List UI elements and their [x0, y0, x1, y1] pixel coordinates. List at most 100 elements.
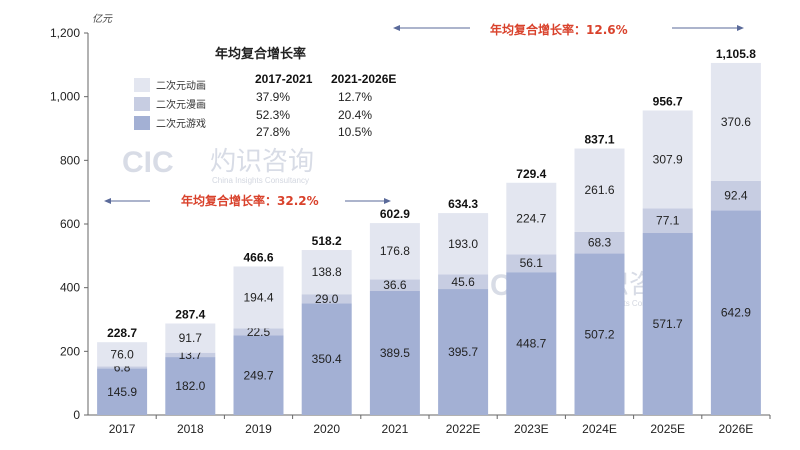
- arrow-right-icon: [737, 25, 744, 31]
- legend-swatch-anime: [134, 78, 150, 92]
- arrow-left-icon: [393, 25, 400, 31]
- legend-col-header: 2021-2026E: [331, 72, 396, 86]
- data-label: 91.7: [179, 331, 203, 345]
- total-label: 634.3: [448, 197, 478, 211]
- legend-swatch-games: [134, 116, 150, 130]
- bar-segment: [574, 253, 625, 415]
- bar-segment: [506, 272, 557, 415]
- data-label: 68.3: [588, 236, 612, 250]
- total-label: 956.7: [653, 94, 683, 108]
- cagr-annotation-2021-2026: 年均复合增长率：12.6%: [393, 22, 744, 37]
- data-label: 56.1: [520, 256, 544, 270]
- legend-label-comics: 二次元漫画: [156, 98, 206, 111]
- data-label: 22.5: [247, 325, 271, 339]
- bar-segment: [642, 110, 693, 209]
- bar-segment: [233, 335, 284, 415]
- legend-value: 52.3%: [256, 108, 290, 122]
- data-label: 29.0: [315, 292, 339, 306]
- data-label: 36.6: [383, 278, 407, 292]
- y-tick-label: 200: [60, 344, 80, 358]
- y-tick-label: 800: [60, 153, 80, 167]
- bar-segment: [574, 148, 625, 232]
- total-label: 287.4: [175, 308, 205, 322]
- bar-segment: [165, 352, 216, 358]
- x-tick-label: 2026E: [719, 422, 754, 436]
- legend-value: 27.8%: [256, 125, 290, 139]
- data-label: 193.0: [448, 237, 478, 251]
- x-tick-label: 2020: [313, 422, 340, 436]
- legend-label-games: 二次元游戏: [156, 117, 206, 130]
- watermark-sub: China Insights Consultancy: [212, 176, 309, 185]
- legend-value: 10.5%: [338, 125, 372, 139]
- bar-segment: [369, 279, 420, 292]
- data-label: 76.0: [110, 347, 134, 361]
- data-label: 92.4: [724, 189, 748, 203]
- total-label: 466.6: [243, 250, 273, 264]
- bar-segment: [233, 328, 284, 336]
- bar-segment: [165, 357, 216, 415]
- x-tick-label: 2022E: [446, 422, 481, 436]
- legend-title: 年均复合增长率: [215, 46, 306, 62]
- x-tick-label: 2024E: [582, 422, 617, 436]
- x-tick-label: 2021: [382, 422, 409, 436]
- total-label: 518.2: [312, 234, 342, 248]
- y-axis-unit: 亿元: [92, 13, 113, 25]
- bar-segment: [506, 182, 557, 255]
- cagr-label: 年均复合增长率：12.6%: [490, 22, 628, 37]
- total-label: 602.9: [380, 207, 410, 221]
- cagr-annotation-2017-2021: 年均复合增长率：32.2%: [104, 193, 391, 208]
- x-axis-ticks: 2017 2018 2019 2020 2021 2022E 2023E 2024E 2025E…: [109, 415, 771, 436]
- legend-value: 12.7%: [338, 90, 372, 104]
- bar-segment: [97, 366, 148, 369]
- data-label: 138.8: [312, 265, 342, 279]
- data-label: 571.7: [653, 317, 683, 331]
- legend-label-anime: 二次元动画: [156, 79, 206, 92]
- total-label: 837.1: [584, 133, 614, 147]
- data-label: 182.0: [175, 379, 205, 393]
- bars: 145.96.876.0228.7182.013.791.7287.4249.7…: [97, 47, 761, 415]
- total-label: 228.7: [107, 326, 137, 340]
- data-label: 350.4: [312, 352, 342, 366]
- data-label: 45.6: [451, 275, 475, 289]
- x-tick-label: 2017: [109, 422, 136, 436]
- bar-segment: [369, 291, 420, 415]
- arrow-left-icon: [104, 198, 111, 204]
- bar-segment: [97, 368, 148, 415]
- y-axis-ticks: 0 200 400 600 800 1,000 1,200: [50, 26, 88, 422]
- data-label: 370.6: [721, 115, 751, 129]
- arrow-right-icon: [384, 198, 391, 204]
- watermark-sub: China Insights Consultancy: [579, 299, 676, 308]
- bar-segment: [369, 223, 420, 280]
- data-label: 389.5: [380, 346, 410, 360]
- bar-segment: [233, 266, 284, 329]
- x-tick-label: 2025E: [650, 422, 685, 436]
- data-label: 194.4: [243, 290, 273, 304]
- total-label: 729.4: [516, 167, 546, 181]
- watermark-top: CIC 灼识咨询 China Insights Consultancy: [122, 146, 314, 185]
- data-label: 145.9: [107, 385, 137, 399]
- bar-segment: [438, 274, 489, 290]
- bar-segment: [710, 210, 761, 415]
- legend-value: 20.4%: [338, 108, 372, 122]
- bar-segment: [301, 250, 352, 295]
- data-label: 395.7: [448, 345, 478, 359]
- y-tick-label: 0: [73, 408, 80, 422]
- y-tick-label: 600: [60, 217, 80, 231]
- total-label: 1,105.8: [716, 47, 756, 61]
- bar-segment: [506, 254, 557, 273]
- data-label: 307.9: [653, 152, 683, 166]
- watermark-logo: CIC: [122, 146, 174, 179]
- cagr-label: 年均复合增长率：32.2%: [181, 193, 319, 208]
- data-label: 448.7: [516, 337, 546, 351]
- bar-segment: [642, 233, 693, 415]
- legend: 年均复合增长率 2017-2021 2021-2026E 二次元动画 37.9%…: [134, 46, 396, 139]
- y-tick-label: 400: [60, 281, 80, 295]
- bar-segment: [438, 213, 489, 275]
- data-label: 249.7: [243, 368, 273, 382]
- bar-segment: [642, 208, 693, 234]
- x-tick-label: 2018: [177, 422, 204, 436]
- data-label: 507.2: [584, 327, 614, 341]
- bar-segment: [574, 231, 625, 254]
- y-tick-label: 1,200: [50, 26, 80, 40]
